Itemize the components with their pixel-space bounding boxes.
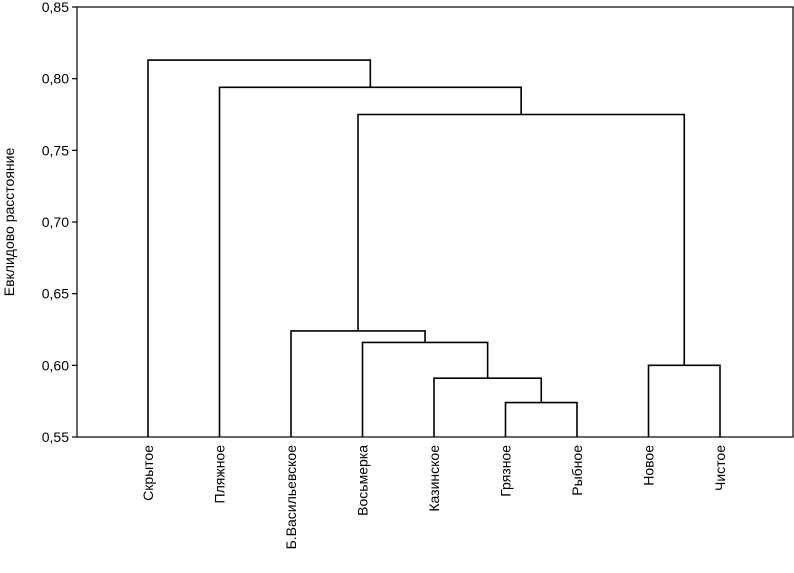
leaf-label: Рыбное (569, 445, 585, 496)
leaf-label: Чистое (712, 445, 728, 491)
leaf-label: Грязное (498, 445, 514, 497)
leaf-label: Пляжное (212, 445, 228, 504)
leaf-label: Новое (641, 445, 657, 486)
leaf-label: Скрытое (140, 445, 156, 501)
y-tick-label: 0,75 (42, 142, 69, 158)
y-tick-label: 0,55 (42, 429, 69, 445)
dendrogram-link (147, 59, 372, 437)
dendrogram-link (357, 113, 686, 366)
leaf-labels: Скрытое Пляжное Б.Васильевское Восьмерка Каз… (140, 445, 728, 550)
dendrogram-link (433, 377, 543, 437)
y-tick-label: 0,80 (42, 71, 69, 87)
y-tick-label: 0,85 (42, 0, 69, 15)
y-axis-title: Евклидово расстояние (1, 148, 17, 297)
leaf-label: Восьмерка (355, 445, 371, 516)
y-tick-label: 0,65 (42, 286, 69, 302)
y-tick-label: 0,70 (42, 214, 69, 230)
dendrogram-link (218, 86, 522, 437)
dendrogram-links (147, 59, 721, 437)
plot-frame (76, 6, 794, 438)
y-axis: 0,55 0,60 0,65 0,70 0,75 0,80 0,85 (42, 0, 77, 445)
leaf-label: Б.Васильевское (283, 445, 299, 550)
dendrogram-link (504, 401, 578, 437)
dendrogram-link (290, 330, 426, 437)
dendrogram-link (361, 341, 489, 437)
dendrogram-link (647, 364, 721, 437)
leaf-label: Казинское (426, 445, 442, 512)
y-tick-label: 0,60 (42, 357, 69, 373)
